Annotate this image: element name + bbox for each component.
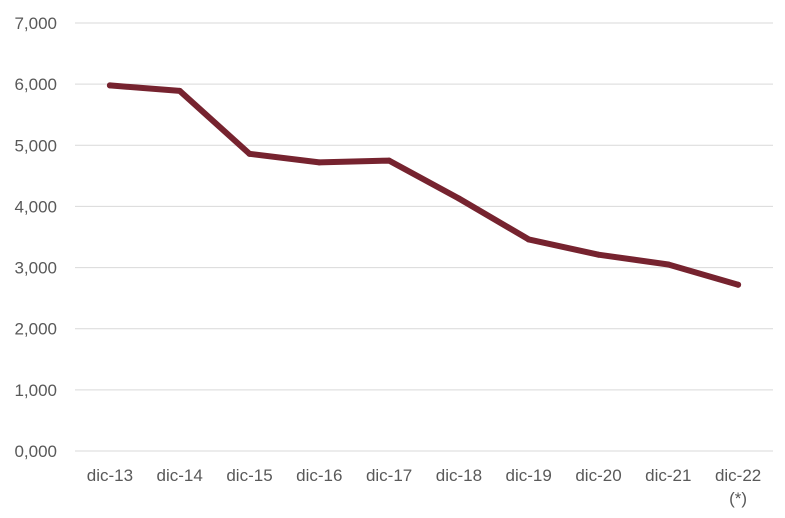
x-tick-label: dic-20 bbox=[575, 466, 621, 485]
data-point bbox=[525, 236, 532, 243]
y-tick-label: 1,000 bbox=[14, 381, 57, 400]
x-axis-tick-labels: dic-13 dic-14 dic-15 dic-16 dic-17 dic-18 dic-… bbox=[87, 466, 762, 508]
y-tick-label: 5,000 bbox=[14, 136, 57, 155]
x-tick-label: dic-17 bbox=[366, 466, 412, 485]
y-tick-label: 2,000 bbox=[14, 320, 57, 339]
x-tick-label: dic-21 bbox=[645, 466, 691, 485]
data-point bbox=[246, 150, 253, 157]
data-point bbox=[386, 157, 393, 164]
data-point bbox=[106, 82, 113, 89]
x-tick-label: dic-13 bbox=[87, 466, 133, 485]
y-tick-label: 3,000 bbox=[14, 259, 57, 278]
y-axis-tick-labels: 0,000 1,000 2,000 3,000 4,000 5,000 6,000 7,000 bbox=[14, 14, 57, 461]
data-point bbox=[735, 281, 742, 288]
x-tick-label: dic-19 bbox=[506, 466, 552, 485]
x-tick-label: dic-15 bbox=[226, 466, 272, 485]
y-tick-label: 7,000 bbox=[14, 14, 57, 33]
data-point bbox=[595, 251, 602, 258]
data-point bbox=[665, 261, 672, 268]
data-point bbox=[316, 159, 323, 166]
data-point bbox=[176, 87, 183, 94]
y-tick-label: 4,000 bbox=[14, 197, 57, 216]
gridlines bbox=[75, 22, 773, 452]
x-tick-label: dic-18 bbox=[436, 466, 482, 485]
y-tick-label: 6,000 bbox=[14, 75, 57, 94]
x-tick-note: (*) bbox=[729, 489, 747, 508]
series-layer bbox=[106, 82, 742, 288]
x-tick-label: dic-14 bbox=[157, 466, 203, 485]
series-line bbox=[106, 82, 742, 288]
data-point bbox=[455, 195, 462, 202]
x-tick-label: dic-22 bbox=[715, 466, 761, 485]
y-tick-label: 0,000 bbox=[14, 442, 57, 461]
x-tick-label: dic-16 bbox=[296, 466, 342, 485]
